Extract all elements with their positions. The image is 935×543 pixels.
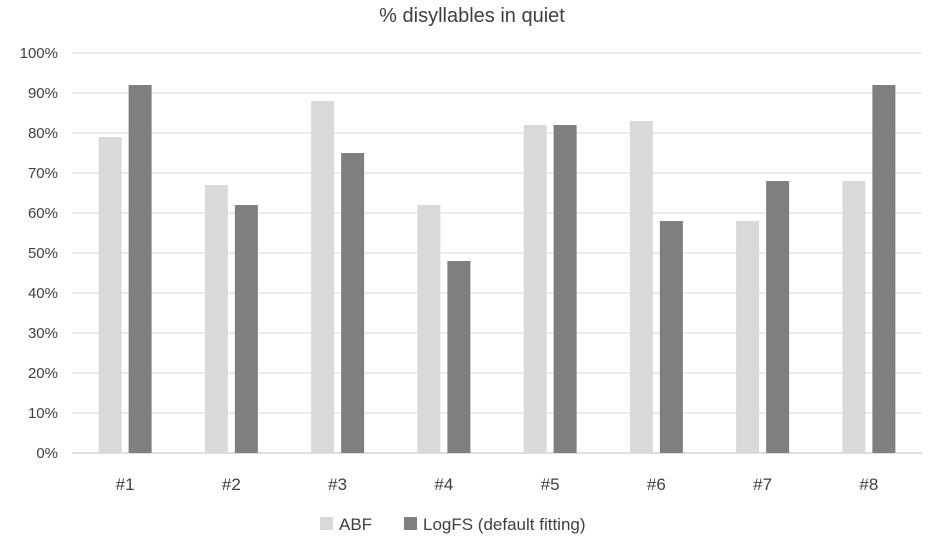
- y-tick-label: 40%: [28, 285, 58, 302]
- bar-logfs-2: [234, 205, 258, 453]
- y-tick-label: 20%: [28, 365, 58, 382]
- legend-label-abf: ABF: [339, 515, 372, 534]
- bar-abf-6: [629, 121, 653, 453]
- bar-logfs-5: [553, 125, 577, 453]
- x-category-label: #6: [647, 475, 666, 494]
- chart-title: % disyllables in quiet: [379, 5, 565, 27]
- legend-swatch-abf: [320, 517, 333, 530]
- bars: [98, 85, 896, 453]
- x-category-label: #8: [859, 475, 878, 494]
- x-category-label: #3: [328, 475, 347, 494]
- bar-logfs-1: [128, 85, 152, 453]
- x-category-label: #4: [434, 475, 453, 494]
- bar-logfs-3: [341, 153, 365, 453]
- y-tick-label: 100%: [20, 45, 58, 62]
- x-category-label: #1: [116, 475, 135, 494]
- bar-logfs-8: [872, 85, 896, 453]
- y-tick-label: 90%: [28, 85, 58, 102]
- bar-logfs-6: [659, 221, 683, 453]
- bar-abf-1: [98, 137, 122, 453]
- bar-abf-3: [311, 101, 335, 453]
- y-tick-label: 70%: [28, 165, 58, 182]
- y-tick-label: 50%: [28, 245, 58, 262]
- y-tick-label: 60%: [28, 205, 58, 222]
- y-tick-label: 30%: [28, 325, 58, 342]
- legend-label-logfs: LogFS (default fitting): [423, 515, 586, 534]
- x-axis-categories: #1 #2 #3 #4 #5 #6 #7 #8: [116, 475, 879, 494]
- y-axis-ticks: 0% 10% 20% 30% 40% 50% 60% 70% 80% 90% 100%: [20, 45, 58, 462]
- bar-abf-4: [417, 205, 441, 453]
- bar-logfs-7: [766, 181, 790, 453]
- x-category-label: #2: [222, 475, 241, 494]
- bar-abf-5: [523, 125, 547, 453]
- bar-abf-7: [736, 221, 760, 453]
- bar-abf-2: [204, 185, 228, 453]
- x-category-label: #7: [753, 475, 772, 494]
- y-tick-label: 0%: [36, 445, 58, 462]
- legend-swatch-logfs: [404, 517, 417, 530]
- gridlines: [72, 52, 922, 454]
- bar-abf-8: [842, 181, 866, 453]
- y-tick-label: 80%: [28, 125, 58, 142]
- legend: ABF LogFS (default fitting): [320, 515, 586, 534]
- x-category-label: #5: [541, 475, 560, 494]
- bar-logfs-4: [447, 261, 471, 453]
- y-tick-label: 10%: [28, 405, 58, 422]
